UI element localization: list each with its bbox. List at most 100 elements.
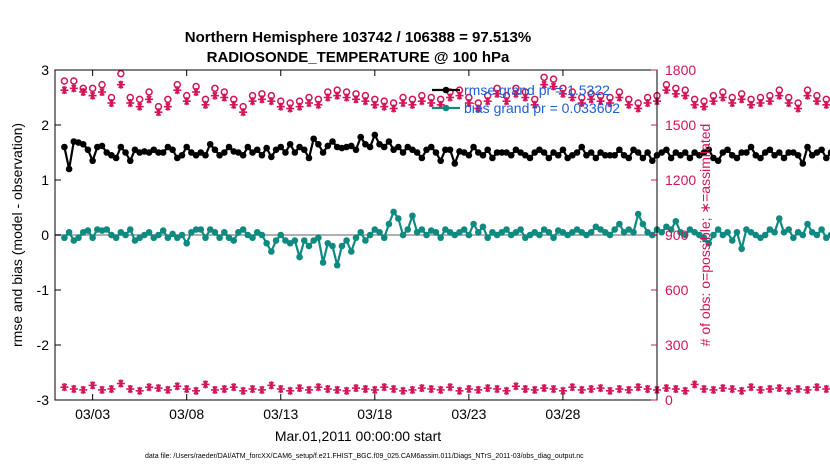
- bias-point: [192, 226, 200, 233]
- assimilated-point: [248, 385, 257, 393]
- rmse-point: [315, 140, 322, 148]
- assimilated-point: [399, 99, 408, 107]
- rmse-point: [310, 135, 317, 143]
- rmse-point: [244, 143, 252, 151]
- assimilated-point: [728, 99, 737, 107]
- assimilated-point: [747, 383, 756, 392]
- rmse-point: [705, 146, 713, 154]
- series-rmse: [61, 131, 830, 173]
- assimilated-point: [493, 89, 502, 98]
- rmse-point: [211, 146, 219, 154]
- legend-label-bias: bias grand pr = 0.033602: [464, 100, 620, 116]
- assimilated-point: [662, 86, 671, 95]
- rmse-point: [305, 154, 313, 162]
- rmse-point: [324, 142, 332, 150]
- assimilated-point: [530, 385, 539, 394]
- assimilated-point: [417, 384, 426, 393]
- assimilated-point: [521, 93, 530, 102]
- possible-point: [145, 88, 153, 96]
- rmse-point: [437, 157, 444, 165]
- bias-point: [804, 220, 811, 228]
- bias-point: [239, 226, 247, 233]
- rmse-point: [366, 143, 374, 151]
- assimilated-point: [596, 384, 605, 393]
- bias-point: [432, 228, 440, 236]
- assimilated-point: [756, 385, 765, 394]
- rmse-point: [639, 154, 647, 162]
- rmse-point: [663, 146, 670, 154]
- y-left-axis-label: rmse and bias (model - observation): [9, 123, 25, 347]
- bias-point: [61, 234, 68, 242]
- bias-point: [230, 237, 238, 244]
- bias-point: [296, 253, 303, 261]
- bias-point: [216, 234, 223, 242]
- bias-point: [630, 228, 637, 236]
- bias-point: [75, 234, 82, 242]
- assimilated-point: [304, 385, 313, 394]
- assimilated-point: [210, 385, 219, 394]
- assimilated-point: [624, 100, 633, 109]
- assimilated-point: [662, 384, 671, 393]
- bias-point: [305, 242, 313, 250]
- rmse-point: [592, 154, 600, 162]
- assimilated-point: [135, 102, 144, 111]
- bias-point: [126, 226, 134, 233]
- y-right-tick-label: 600: [665, 282, 689, 298]
- rmse-point: [804, 143, 811, 151]
- assimilated-point: [540, 384, 549, 393]
- bias-point: [639, 220, 647, 228]
- assimilated-point: [88, 381, 97, 390]
- assimilated-point: [239, 108, 248, 117]
- rmse-point: [432, 149, 440, 156]
- bias-point: [418, 226, 426, 233]
- bias-point: [423, 231, 430, 239]
- assimilated-point: [126, 385, 135, 393]
- bias-point: [268, 248, 275, 255]
- bias-point: [84, 227, 92, 234]
- assimilated-point: [69, 385, 78, 393]
- bias-point: [738, 245, 745, 253]
- assimilated-point: [671, 89, 680, 98]
- assimilated-point: [88, 91, 97, 100]
- y-left-tick-label: 2: [41, 117, 49, 133]
- series-assimilated: [60, 80, 830, 117]
- bias-point: [710, 231, 717, 239]
- possible-point: [117, 69, 125, 78]
- assimilated-point: [163, 385, 172, 394]
- assimilated-point: [361, 97, 370, 106]
- x-axis-label: Mar.01,2011 00:00:00 start: [275, 428, 441, 444]
- assimilated-point: [587, 385, 596, 393]
- x-tick-label: 03/23: [451, 406, 486, 422]
- x-tick-label: 03/28: [545, 406, 580, 422]
- assimilated-point: [192, 88, 201, 96]
- bias-point: [634, 210, 642, 218]
- assimilated-point: [257, 95, 266, 104]
- bias-point: [277, 231, 285, 239]
- rmse-point: [178, 151, 186, 159]
- assimilated-point: [784, 99, 793, 107]
- assimilated-point: [323, 93, 332, 102]
- bias-point: [470, 220, 477, 228]
- y-left-tick-label: -3: [37, 392, 50, 408]
- assimilated-point: [624, 385, 633, 394]
- assimilated-point: [427, 99, 436, 107]
- assimilated-point: [286, 386, 295, 395]
- rmse-point: [84, 146, 92, 154]
- rmse-point: [395, 143, 402, 151]
- assimilated-point: [568, 383, 577, 392]
- assimilated-point: [79, 88, 88, 96]
- assimilated-point: [643, 385, 652, 393]
- bias-point: [728, 237, 736, 244]
- bias-point: [484, 234, 491, 242]
- assimilated-point: [605, 99, 614, 107]
- possible-point: [98, 80, 106, 89]
- assimilated-point: [163, 102, 172, 111]
- rmse-point: [117, 143, 125, 151]
- rmse-point: [644, 149, 651, 156]
- assimilated-point: [201, 380, 210, 389]
- assimilated-point: [276, 385, 285, 393]
- assimilated-point: [812, 97, 821, 106]
- x-tick-label: 03/08: [169, 406, 204, 422]
- rmse-point: [601, 151, 609, 159]
- assimilated-point: [389, 385, 398, 393]
